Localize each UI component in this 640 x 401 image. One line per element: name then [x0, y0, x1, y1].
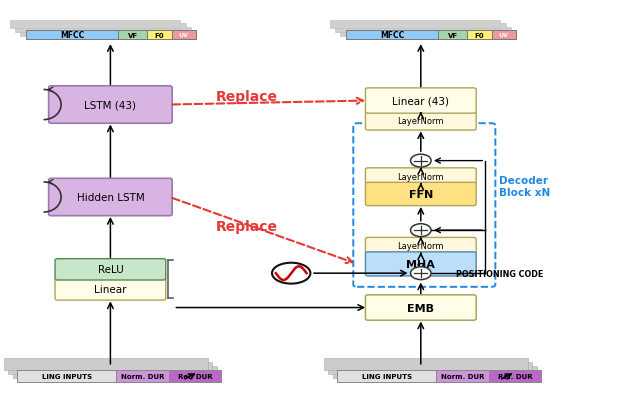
Bar — [169, 371, 221, 382]
Bar — [147, 31, 172, 40]
Text: Linear (43): Linear (43) — [392, 96, 449, 106]
Text: Decoder
Block xN: Decoder Block xN — [499, 176, 550, 197]
Bar — [15, 24, 186, 33]
Text: EMB: EMB — [407, 303, 435, 313]
Bar — [335, 24, 506, 33]
Text: LING INPUTS: LING INPUTS — [362, 373, 412, 379]
Bar — [467, 31, 492, 40]
Bar — [4, 358, 208, 370]
Bar — [337, 371, 436, 382]
Text: UV: UV — [499, 33, 509, 38]
FancyBboxPatch shape — [365, 238, 476, 254]
Bar — [8, 363, 212, 374]
FancyBboxPatch shape — [365, 183, 476, 206]
Text: FFN: FFN — [409, 190, 433, 199]
Text: LING INPUTS: LING INPUTS — [42, 373, 92, 379]
Text: Rel. DUR: Rel. DUR — [178, 373, 212, 379]
Text: LayerNorm: LayerNorm — [397, 241, 444, 251]
Text: F0: F0 — [474, 33, 484, 38]
Bar — [116, 371, 169, 382]
Bar — [489, 371, 541, 382]
FancyBboxPatch shape — [49, 87, 172, 124]
Text: Replace: Replace — [216, 90, 277, 104]
FancyBboxPatch shape — [365, 252, 476, 276]
Text: VF: VF — [128, 33, 138, 38]
Circle shape — [411, 267, 431, 280]
Text: time: time — [202, 371, 223, 379]
FancyBboxPatch shape — [55, 279, 166, 300]
Bar — [13, 367, 217, 378]
Bar — [172, 31, 196, 40]
Bar — [346, 31, 438, 40]
Circle shape — [411, 224, 431, 237]
Text: Rel. DUR: Rel. DUR — [498, 373, 532, 379]
Text: Linear: Linear — [94, 285, 127, 295]
Bar — [340, 28, 511, 36]
Bar — [118, 31, 147, 40]
Bar — [17, 371, 116, 382]
Bar — [328, 363, 532, 374]
Text: Norm. DUR: Norm. DUR — [121, 373, 164, 379]
Text: MFCC: MFCC — [380, 31, 404, 40]
Text: F0: F0 — [154, 33, 164, 38]
Bar — [333, 367, 537, 378]
Bar — [438, 31, 467, 40]
Text: MFCC: MFCC — [60, 31, 84, 40]
Text: LSTM (43): LSTM (43) — [84, 100, 136, 110]
Text: time: time — [520, 371, 540, 379]
Bar — [324, 358, 528, 370]
FancyBboxPatch shape — [49, 179, 172, 216]
FancyBboxPatch shape — [365, 89, 476, 114]
FancyBboxPatch shape — [365, 112, 476, 131]
Text: MHA: MHA — [406, 259, 435, 269]
Bar — [10, 20, 180, 29]
Ellipse shape — [272, 263, 310, 284]
FancyBboxPatch shape — [55, 259, 166, 280]
Text: LayerNorm: LayerNorm — [397, 172, 444, 181]
Bar — [20, 28, 191, 36]
FancyBboxPatch shape — [365, 168, 476, 185]
Circle shape — [411, 155, 431, 168]
Text: Hidden LSTM: Hidden LSTM — [77, 192, 144, 203]
Text: UV: UV — [179, 33, 189, 38]
Text: Replace: Replace — [216, 220, 277, 234]
FancyBboxPatch shape — [365, 295, 476, 320]
Bar — [492, 31, 516, 40]
Text: LayerNorm: LayerNorm — [397, 117, 444, 126]
Text: VF: VF — [448, 33, 458, 38]
Text: Norm. DUR: Norm. DUR — [441, 373, 484, 379]
Bar — [26, 31, 118, 40]
Bar — [436, 371, 489, 382]
Text: POSITIONING CODE: POSITIONING CODE — [456, 269, 543, 278]
Bar — [330, 20, 500, 29]
Text: ReLU: ReLU — [97, 265, 124, 275]
